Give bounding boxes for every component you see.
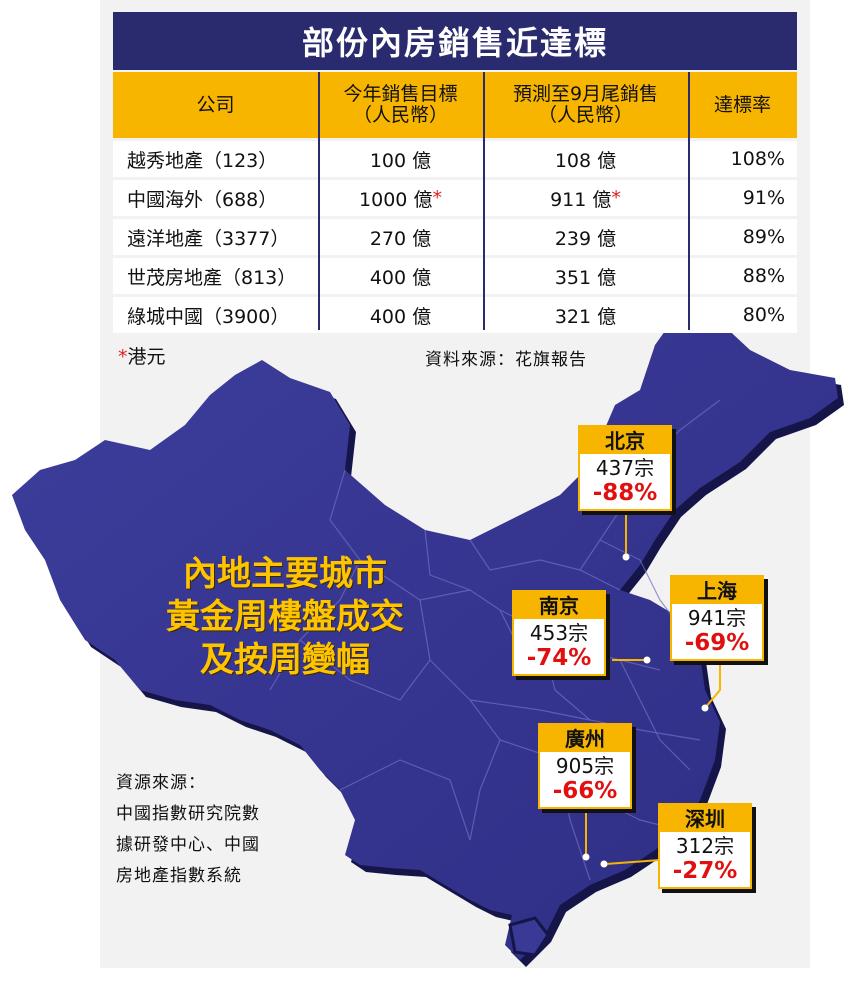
city-change: -27% [672,858,738,884]
cell-target: 1000 億 * [318,180,483,216]
city-name: 深圳 [658,803,752,832]
city-content: 312宗 -27% [658,832,752,889]
cell-forecast-value: 351 億 [554,266,617,289]
map-hainan [508,916,550,957]
table-row: 遠洋地產（3377） 270 億 239 億 89% [113,219,797,255]
cell-target: 100 億 [318,141,483,177]
map-source-line2: 中國指數研究院數 [116,804,260,824]
cell-forecast: 351 億 [483,258,688,294]
map-source-line3: 據研發中心、中國 [116,835,260,855]
cell-target-value: 270 億 [369,227,432,250]
leader-lines [585,515,721,865]
cell-target: 400 億 [318,258,483,294]
header-forecast: 預測至9月尾銷售 （人民幣） [483,72,688,138]
map-source: 資源來源： 中國指數研究院數 據研發中心、中國 房地產指數系統 [116,768,260,892]
map-title-line2: 黃金周樓盤成交 [166,597,404,637]
city-sales: 941宗 [687,606,747,630]
header-target-line1: 今年銷售目標 [343,83,458,106]
city-change: -66% [552,778,618,804]
header-forecast-line1: 預測至9月尾銷售 [512,83,659,106]
cell-forecast-value: 321 億 [554,305,617,328]
city-content: 453宗 -74% [512,619,606,676]
table-title: 部份內房銷售近達標 [113,12,797,70]
header-company-label: 公司 [196,93,235,116]
cell-target-value: 1000 億 [359,188,433,211]
cell-forecast: 911 億 * [483,180,688,216]
column-divider [318,72,320,330]
city-sales: 905宗 [555,754,615,778]
cell-target-value: 400 億 [369,266,432,289]
table-row: 世茂房地產（813） 400 億 351 億 88% [113,258,797,294]
city-name: 北京 [578,425,672,454]
city-change: -74% [526,645,592,671]
cell-target: 270 億 [318,219,483,255]
cell-target-value: 100 億 [369,149,432,172]
cell-company: 世茂房地產（813） [127,266,297,289]
cell-company: 綠城中國（3900） [127,305,290,328]
column-divider [483,72,485,330]
cell-forecast-star: * [611,187,621,209]
column-divider [688,72,690,330]
city-change: -88% [592,480,658,506]
city-box-guangzhou: 廣州 905宗 -66% [538,723,632,809]
city-content: 437宗 -88% [578,454,672,511]
city-content: 905宗 -66% [538,752,632,809]
cell-company: 越秀地產（123） [127,149,278,172]
cell-target-value: 400 億 [369,305,432,328]
map-source-line4: 房地產指數系統 [116,866,242,886]
cell-company: 遠洋地產（3377） [127,227,290,250]
cell-target: 400 億 [318,297,483,333]
cell-rate: 89% [742,226,785,248]
cell-rate: 91% [742,187,785,209]
table-row: 越秀地產（123） 100 億 108 億 108% [113,141,797,177]
city-sales: 453宗 [529,621,589,645]
map-title-line3: 及按周變幅 [200,640,370,680]
header-target: 今年銷售目標 （人民幣） [318,72,483,138]
cell-rate: 108% [730,148,785,170]
cell-rate: 80% [742,304,785,326]
header-company: 公司 [113,72,318,138]
table-source: 資料來源：花旗報告 [425,350,587,370]
city-box-shenzhen: 深圳 312宗 -27% [658,803,752,889]
cell-forecast-value: 108 億 [554,149,617,172]
table-row: 中國海外（688） 1000 億 * 911 億 * 91% [113,180,797,216]
city-dots [582,553,709,868]
city-name: 廣州 [538,723,632,752]
city-box-beijing: 北京 437宗 -88% [578,425,672,511]
cell-forecast-value: 239 億 [554,227,617,250]
header-rate-label: 達標率 [713,93,771,116]
city-box-shanghai: 上海 941宗 -69% [670,575,764,661]
cell-rate: 88% [742,265,785,287]
city-sales: 437宗 [595,456,655,480]
city-content: 941宗 -69% [670,604,764,661]
currency-note: *港元 [118,342,166,369]
city-change: -69% [684,630,750,656]
currency-note-text: 港元 [127,346,166,368]
city-name: 上海 [670,575,764,604]
cell-company: 中國海外（688） [127,188,278,211]
currency-note-star: * [118,346,128,368]
header-rate: 達標率 [688,72,797,138]
map-title: 內地主要城市 黃金周樓盤成交 及按周變幅 [150,553,420,682]
header-target-line2: （人民幣） [352,104,448,126]
cell-forecast: 321 億 [483,297,688,333]
map-source-line1: 資源來源： [116,773,206,793]
city-sales: 312宗 [675,834,735,858]
cell-target-star: * [432,187,442,209]
map-title-line1: 內地主要城市 [183,554,387,594]
header-forecast-line2: （人民幣） [537,104,633,126]
table-row: 綠城中國（3900） 400 億 321 億 80% [113,297,797,333]
cell-forecast: 108 億 [483,141,688,177]
city-name: 南京 [512,590,606,619]
sales-target-table: 部份內房銷售近達標 公司 今年銷售目標 （人民幣） 預測至9月尾銷售 （人民幣）… [113,12,797,333]
table-header-row: 公司 今年銷售目標 （人民幣） 預測至9月尾銷售 （人民幣） 達標率 [113,72,797,138]
cell-forecast-value: 911 億 [550,188,612,211]
city-box-nanjing: 南京 453宗 -74% [512,590,606,676]
cell-forecast: 239 億 [483,219,688,255]
